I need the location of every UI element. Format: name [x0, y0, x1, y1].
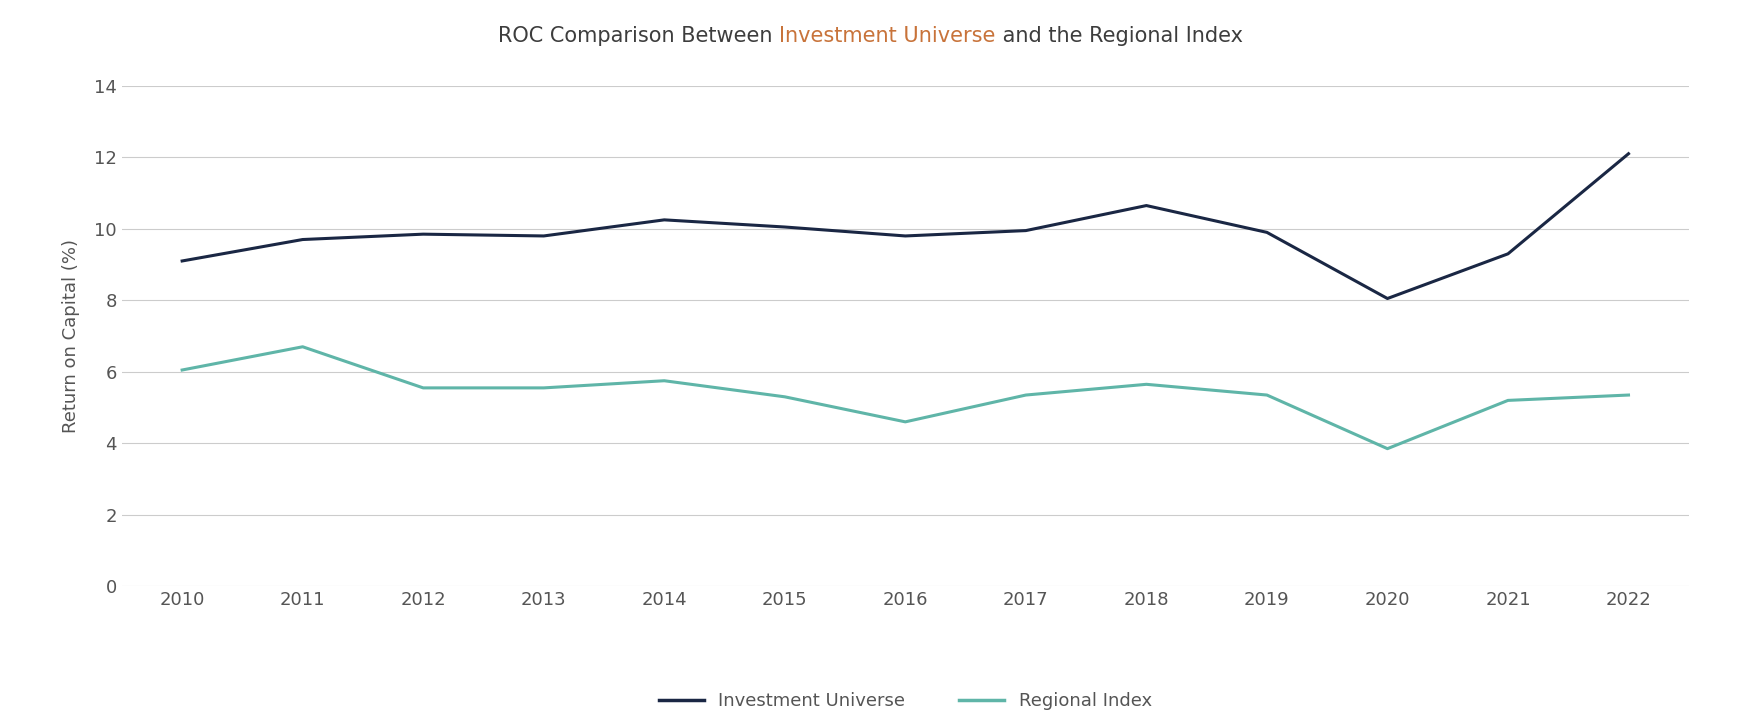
Text: Investment Universe: Investment Universe — [780, 26, 996, 46]
Text: ROC Comparison Between: ROC Comparison Between — [498, 26, 780, 46]
Y-axis label: Return on Capital (%): Return on Capital (%) — [63, 239, 80, 433]
Legend: Investment Universe, Regional Index: Investment Universe, Regional Index — [651, 685, 1160, 715]
Text: and the Regional Index: and the Regional Index — [996, 26, 1243, 46]
